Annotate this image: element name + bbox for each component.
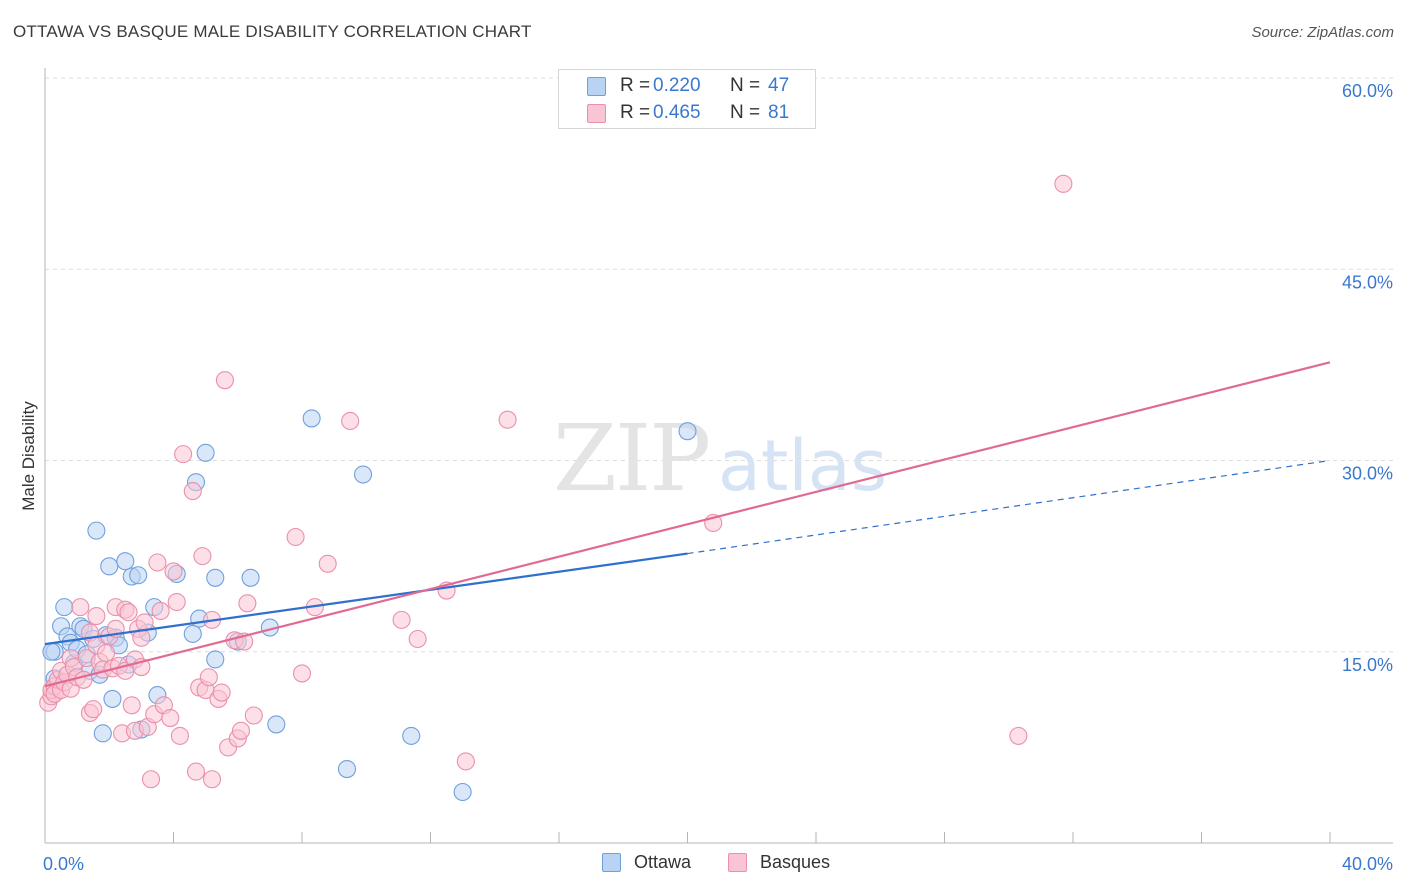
legend-swatch-basques [587,104,606,123]
source-label: Source: ZipAtlas.com [1251,24,1394,41]
ottawa-point [678,422,697,441]
basque-point [170,726,189,745]
ottawa-point [267,715,286,734]
grid-layer [45,77,1393,653]
basque-point [87,606,106,626]
basque-point [71,598,90,617]
ottawa-point [353,465,373,484]
basque-point [186,762,206,781]
y-tick-label: 30.0% [1342,464,1393,484]
ottawa-point [42,642,61,661]
tick-label-layer: 15.0% 30.0% 45.0% 60.0% 0.0% 40.0% [43,81,1393,874]
basque-point [392,610,411,629]
ottawa-point [93,724,112,743]
ottawa-trend-extension [687,459,1331,555]
basque-point [341,411,360,431]
ottawa-point [206,568,225,587]
legend-n-label: N = [730,75,761,96]
trend-layer [44,361,1331,688]
basque-point [498,410,517,429]
basque-point [456,752,475,771]
basque-point [1009,726,1028,745]
ottawa-point [116,552,135,571]
series-label-ottawa: Ottawa [634,852,692,872]
basque-point [212,683,231,702]
basque-point [161,708,180,728]
basque-point [286,527,305,547]
basque-point [231,721,251,740]
ottawa-point [129,566,148,585]
basque-point [238,594,257,613]
ottawa-point [337,759,357,779]
basque-point [141,770,161,789]
ottawa-trend-line [44,552,688,646]
series-label-basques: Basques [760,852,831,872]
chart-title: OTTAWA VS BASQUE MALE DISABILITY CORRELA… [13,22,532,41]
basque-point [408,629,427,649]
series-swatch-basques [728,853,747,872]
basque-point [122,696,141,715]
basque-trend-line [44,361,1331,688]
y-tick-label: 45.0% [1342,272,1393,292]
basque-point [174,445,193,464]
ottawa-point [183,624,202,643]
basque-point [119,603,138,622]
x-tick-label-min: 0.0% [43,854,84,874]
correlation-legend: R = 0.220 N = 47 R = 0.465 N = 81 [558,69,816,129]
watermark: ZIP atlas [553,405,887,512]
basque-point [148,553,167,572]
legend-r-value: 0.220 [653,75,701,96]
ottawa-point [241,568,260,587]
ottawa-point [55,598,74,617]
ottawa-point [302,409,321,428]
y-tick-label: 15.0% [1342,655,1393,675]
y-axis-label: Male Disability [19,401,38,511]
legend-n-label: N = [730,102,761,123]
ottawa-point [87,521,106,540]
basque-point [199,668,218,687]
basque-point [203,770,222,789]
legend-n-value: 47 [768,75,790,96]
basque-point [292,664,312,683]
basque-point [167,592,186,612]
ottawa-point [402,726,421,745]
legend-r-value: 0.465 [653,102,701,123]
series-swatch-ottawa [602,853,621,872]
basque-point [244,706,263,725]
basque-point [96,643,116,663]
basque-point [183,482,202,501]
ottawa-point [196,443,215,462]
ottawa-point [103,689,122,708]
legend-swatch-ottawa [587,77,606,96]
ottawa-point [100,557,119,576]
basque-point [84,700,103,719]
legend-r-label: R = [620,75,651,96]
legend-r-label: R = [620,102,651,123]
basque-point [151,601,170,621]
ottawa-point [453,782,472,802]
y-tick-label: 60.0% [1342,81,1393,101]
basque-point [193,547,212,566]
watermark-atlas: atlas [718,425,887,507]
x-tick-label-max: 40.0% [1342,854,1393,874]
legend-n-value: 81 [768,102,790,123]
ottawa-point [206,650,225,669]
axis-layer [44,68,1393,844]
basque-point [318,554,337,573]
basque-point [215,371,234,390]
watermark-zip: ZIP [553,405,709,512]
basque-point [164,562,183,581]
basque-point [1054,174,1073,193]
